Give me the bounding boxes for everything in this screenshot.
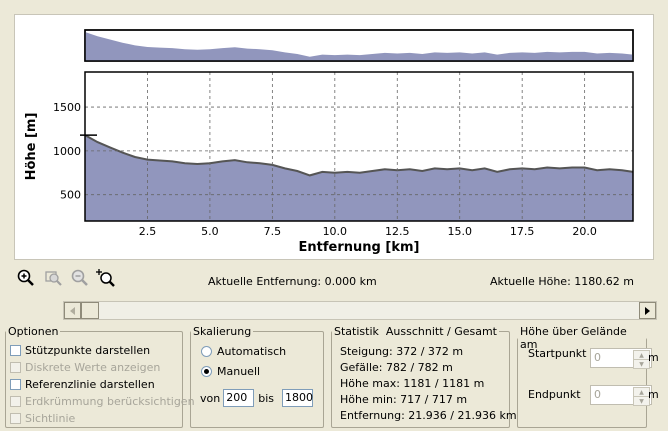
end-point-value: 0: [594, 388, 601, 401]
end-point-label: Endpunkt: [528, 388, 581, 401]
scaling-range-row: von 200 bis 1800: [200, 389, 313, 407]
zoom-in-icon[interactable]: [16, 268, 36, 288]
horizontal-scrollbar[interactable]: [63, 301, 657, 320]
option-line-of-sight: Sichtlinie: [10, 412, 75, 425]
start-point-value: 0: [594, 351, 601, 364]
start-point-label: Startpunkt: [528, 347, 587, 360]
start-point-spinner: 0 ▲ ▼: [590, 348, 652, 369]
options-legend: Optionen: [8, 325, 59, 338]
x-tick-label: 2.5: [139, 225, 157, 238]
option-reference-line[interactable]: Referenzlinie darstellen: [10, 378, 155, 391]
statistics-group: Statistik Ausschnitt / Gesamt: [331, 325, 510, 428]
stat-descent: Gefälle: 782 / 782 m: [340, 361, 453, 374]
y-tick-label: 500: [60, 189, 81, 202]
line-of-sight-checkbox: [10, 413, 21, 424]
start-point-unit: m: [648, 351, 659, 364]
zoom-out-icon: [70, 268, 90, 288]
x-tick-label: 17.5: [510, 225, 535, 238]
zoom-reset-icon[interactable]: [96, 268, 116, 288]
scaling-group: Skalierung: [190, 325, 324, 428]
reference-line-checkbox[interactable]: [10, 379, 21, 390]
scroll-thumb[interactable]: [81, 302, 99, 319]
main-plot-border: [84, 71, 634, 222]
statistics-legend: Statistik Ausschnitt / Gesamt: [334, 325, 497, 338]
terrain-height-group: Höhe über Gelände am: [517, 325, 647, 428]
overview-area: [85, 32, 633, 61]
scroll-left-button[interactable]: [64, 302, 81, 319]
option-discrete-values: Diskrete Werte anzeigen: [10, 361, 160, 374]
discrete-values-checkbox: [10, 362, 21, 373]
scaling-manual-radio[interactable]: [201, 366, 212, 377]
terrain-height-legend: Höhe über Gelände am: [520, 325, 627, 351]
elevation-area: [85, 135, 633, 221]
x-tick-label: 12.5: [385, 225, 410, 238]
scaling-legend: Skalierung: [193, 325, 252, 338]
x-tick-label: 5.0: [201, 225, 219, 238]
elevation-chart[interactable]: 2.5 5.0 7.5 10.0 12.5 15.0 17.5 20.0 500 1000 1500…: [15, 15, 653, 259]
scaling-from-label: von: [200, 391, 221, 405]
earth-curvature-label: Erdkrümmung berücksichtigen: [25, 395, 195, 408]
x-tick-label: 7.5: [264, 225, 282, 238]
current-distance-label: Aktuelle Entfernung: 0.000 km: [208, 275, 377, 288]
show-points-label: Stützpunkte darstellen: [25, 344, 151, 357]
current-height-label: Aktuelle Höhe: 1180.62 m: [490, 275, 634, 288]
x-tick-label: 15.0: [447, 225, 472, 238]
y-axis-label: Höhe [m]: [24, 113, 39, 181]
option-earth-curvature: Erdkrümmung berücksichtigen: [10, 395, 195, 408]
reference-line-label: Referenzlinie darstellen: [25, 378, 155, 391]
stat-max-height: Höhe max: 1181 / 1181 m: [340, 377, 485, 390]
scaling-manual-label: Manuell: [217, 365, 261, 378]
zoom-region-icon: [44, 268, 64, 288]
overview-border: [84, 29, 634, 62]
stat-distance: Entfernung: 21.936 / 21.936 km: [340, 409, 517, 422]
line-of-sight-label: Sichtlinie: [25, 412, 76, 425]
plot-area: 2.5 5.0 7.5 10.0 12.5 15.0 17.5 20.0 500 1000 1500…: [14, 14, 654, 260]
x-axis-label: Entfernung [km]: [299, 240, 420, 255]
scroll-right-button[interactable]: [639, 302, 656, 319]
end-point-unit: m: [648, 388, 659, 401]
scaling-auto-label: Automatisch: [217, 345, 287, 358]
scaling-from-input[interactable]: 200: [223, 389, 255, 407]
option-show-points[interactable]: Stützpunkte darstellen: [10, 344, 150, 357]
stat-min-height: Höhe min: 717 / 717 m: [340, 393, 468, 406]
scaling-manual-option[interactable]: Manuell: [201, 365, 260, 378]
x-tick-label: 20.0: [572, 225, 597, 238]
stat-ascent: Steigung: 372 / 372 m: [340, 345, 464, 358]
end-point-down-icon: ▼: [633, 396, 650, 406]
discrete-values-label: Diskrete Werte anzeigen: [25, 361, 161, 374]
x-tick-label: 10.0: [323, 225, 348, 238]
show-points-checkbox[interactable]: [10, 345, 21, 356]
scaling-to-input[interactable]: 1800: [282, 389, 313, 407]
options-group: Optionen: [5, 325, 183, 428]
y-tick-label: 1000: [53, 145, 81, 158]
scaling-to-label: bis: [258, 391, 274, 405]
start-point-down-icon: ▼: [633, 359, 650, 369]
elevation-line: [84, 134, 634, 177]
end-point-spinner: 0 ▲ ▼: [590, 385, 652, 406]
earth-curvature-checkbox: [10, 396, 21, 407]
scaling-auto-radio[interactable]: [201, 346, 212, 357]
scaling-auto-option[interactable]: Automatisch: [201, 345, 286, 358]
y-tick-label: 1500: [53, 101, 81, 114]
